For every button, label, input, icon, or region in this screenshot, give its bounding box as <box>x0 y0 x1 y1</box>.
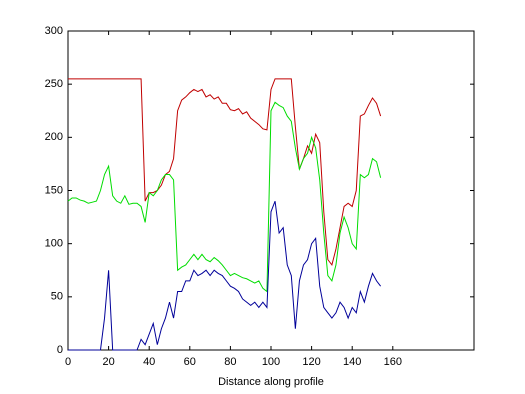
x-axis-label: Distance along profile <box>218 376 324 388</box>
x-tick-label: 0 <box>65 356 71 368</box>
x-tick-label: 120 <box>302 356 320 368</box>
plot-box <box>67 30 475 351</box>
y-tick-label: 300 <box>45 25 63 37</box>
data-line <box>68 78 382 267</box>
x-tick-label: 160 <box>384 356 402 368</box>
x-tick-label: 40 <box>143 356 155 368</box>
data-line <box>68 200 382 351</box>
x-tick-label: 20 <box>102 356 114 368</box>
y-tick-label: 0 <box>57 344 63 356</box>
y-tick-label: 100 <box>45 238 63 250</box>
data-line <box>67 101 382 293</box>
x-tick-label: 100 <box>262 356 280 368</box>
x-tick-label: 80 <box>224 356 236 368</box>
x-tick-label: 60 <box>184 356 196 368</box>
y-tick-label: 200 <box>45 131 63 143</box>
y-tick-label: 150 <box>45 184 63 196</box>
x-tick-label: 140 <box>343 356 361 368</box>
y-tick-label: 250 <box>45 78 63 90</box>
y-tick-label: 50 <box>51 291 63 303</box>
